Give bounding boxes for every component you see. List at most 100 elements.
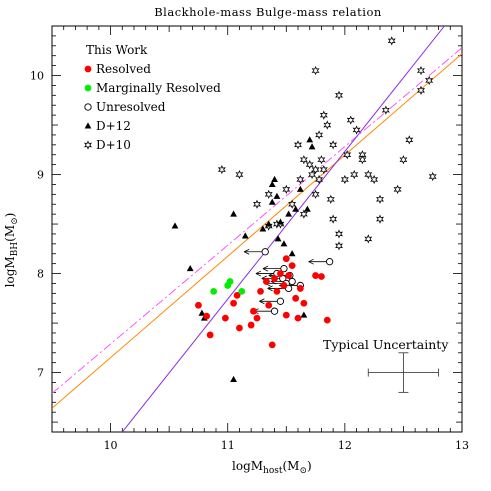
point-d-12 bbox=[273, 192, 281, 199]
point-resolved bbox=[282, 311, 290, 319]
point-d-10 bbox=[305, 160, 314, 170]
point-marginally-resolved bbox=[238, 287, 246, 295]
point-d-10 bbox=[319, 164, 328, 175]
point-d-12 bbox=[268, 180, 276, 187]
point-d-10 bbox=[350, 169, 359, 180]
x-tick-label: 10 bbox=[104, 439, 118, 452]
point-d-10 bbox=[405, 135, 414, 145]
point-d-10 bbox=[428, 171, 437, 182]
legend-marker-resolved bbox=[84, 65, 92, 73]
x-axis-label: logMhost(M⊙) bbox=[232, 459, 312, 476]
point-d-10 bbox=[329, 214, 338, 224]
point-d-10 bbox=[364, 234, 373, 244]
point-resolved bbox=[250, 307, 257, 315]
point-d-12 bbox=[171, 222, 179, 229]
point-d-10 bbox=[317, 155, 326, 165]
point-d-10 bbox=[326, 194, 335, 204]
point-d-10 bbox=[346, 115, 355, 125]
axis-ticks bbox=[51, 25, 463, 433]
point-d-10 bbox=[311, 189, 320, 199]
point-d-10 bbox=[235, 169, 244, 180]
point-d-12 bbox=[280, 240, 288, 247]
point-unresolved bbox=[325, 258, 334, 266]
svg-text:logMhost(M⊙): logMhost(M⊙) bbox=[232, 459, 312, 476]
y-tick-label: 7 bbox=[37, 367, 44, 380]
point-d-12 bbox=[230, 375, 237, 383]
point-d-10 bbox=[319, 110, 328, 120]
point-d-10 bbox=[376, 214, 384, 224]
point-d-10 bbox=[387, 36, 396, 46]
fit-lines bbox=[52, 26, 462, 432]
legend-marker-d-10 bbox=[84, 140, 92, 150]
upper-limit-arrowhead bbox=[267, 285, 273, 292]
legend-label-d-10: D+10 bbox=[96, 138, 131, 152]
point-d-10 bbox=[296, 174, 305, 185]
point-d-10 bbox=[253, 199, 261, 209]
upper-limit-arrowhead bbox=[255, 270, 262, 277]
legend-label-resolved: Resolved bbox=[96, 62, 151, 76]
point-d-12 bbox=[265, 220, 273, 227]
point-resolved bbox=[195, 301, 202, 309]
point-d-10 bbox=[299, 209, 308, 219]
point-unresolved bbox=[261, 248, 269, 256]
point-resolved bbox=[296, 285, 304, 292]
point-d-10 bbox=[311, 65, 320, 76]
plot-border bbox=[51, 25, 463, 433]
point-marginally-resolved bbox=[226, 278, 234, 285]
point-d-10 bbox=[315, 174, 324, 185]
x-tick-label: 12 bbox=[338, 439, 352, 452]
x-tick-label: 11 bbox=[221, 439, 235, 452]
point-d-12 bbox=[230, 210, 237, 217]
point-resolved bbox=[253, 314, 261, 322]
point-d-10 bbox=[329, 140, 338, 150]
point-d-10 bbox=[376, 194, 384, 204]
point-d-10 bbox=[393, 184, 402, 194]
point-unresolved bbox=[276, 297, 285, 305]
point-resolved bbox=[203, 312, 211, 320]
legend-label-d-12: D+12 bbox=[96, 119, 131, 133]
point-d-10 bbox=[381, 105, 390, 115]
point-d-10 bbox=[311, 164, 320, 175]
point-resolved bbox=[285, 272, 293, 279]
point-d-12 bbox=[277, 218, 284, 225]
point-d-12 bbox=[306, 136, 314, 143]
upper-limit-arrowhead bbox=[259, 298, 265, 305]
legend-marker-marginally-resolved bbox=[84, 84, 92, 92]
point-d-10 bbox=[217, 164, 226, 175]
point-resolved bbox=[247, 321, 255, 329]
fit-line-2 bbox=[52, 47, 462, 394]
legend: This Work Resolved Marginally Resolved Unr… bbox=[84, 43, 221, 152]
plot-frame bbox=[51, 25, 463, 433]
point-resolved bbox=[271, 275, 278, 282]
point-d-10 bbox=[299, 155, 308, 165]
upper-limit-arrowhead bbox=[308, 258, 314, 265]
point-d-12 bbox=[288, 250, 296, 257]
y-axis-label: logMBH(M⊙) bbox=[3, 213, 20, 288]
point-d-12 bbox=[186, 265, 194, 272]
point-resolved bbox=[300, 299, 308, 307]
point-resolved bbox=[268, 341, 276, 349]
typical-uncertainty-label: Typical Uncertainty bbox=[323, 337, 449, 352]
point-resolved bbox=[265, 301, 273, 309]
point-d-10 bbox=[358, 155, 367, 165]
point-resolved bbox=[294, 314, 302, 322]
x-tick-label: 13 bbox=[455, 439, 469, 452]
svg-text:logMBH(M⊙): logMBH(M⊙) bbox=[3, 213, 20, 288]
y-tick-label: 9 bbox=[37, 169, 44, 182]
point-d-10 bbox=[417, 65, 425, 76]
fit-line-1 bbox=[52, 53, 462, 409]
point-d-10 bbox=[288, 199, 297, 209]
point-d-12 bbox=[296, 185, 304, 192]
point-resolved bbox=[273, 287, 281, 295]
point-d-12 bbox=[292, 205, 300, 212]
point-resolved bbox=[277, 270, 284, 277]
y-tick-label: 8 bbox=[37, 268, 44, 281]
tick-labels: 10 11 12 13 7 8 9 10 bbox=[30, 70, 469, 452]
point-d-10 bbox=[294, 140, 302, 150]
point-d-12 bbox=[303, 205, 311, 212]
upper-limit-arrowhead bbox=[244, 248, 250, 255]
point-resolved bbox=[206, 331, 214, 339]
point-d-12 bbox=[271, 175, 278, 183]
point-d-10 bbox=[417, 85, 425, 95]
